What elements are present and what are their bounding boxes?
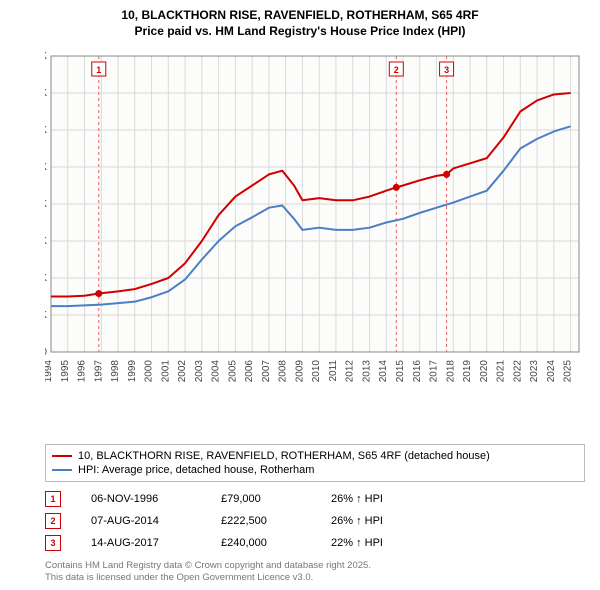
legend-swatch xyxy=(52,455,72,457)
svg-text:2005: 2005 xyxy=(227,360,238,383)
svg-text:2015: 2015 xyxy=(395,360,406,383)
svg-text:£400K: £400K xyxy=(45,51,47,62)
svg-text:£50K: £50K xyxy=(45,310,47,321)
marker-row: 3 14-AUG-2017 £240,000 22% ↑ HPI xyxy=(45,532,585,554)
svg-text:2013: 2013 xyxy=(361,360,372,383)
svg-text:£300K: £300K xyxy=(45,125,47,136)
svg-text:2002: 2002 xyxy=(177,360,188,383)
svg-text:2017: 2017 xyxy=(429,360,440,383)
svg-text:2022: 2022 xyxy=(512,360,523,383)
footer-attribution: Contains HM Land Registry data © Crown c… xyxy=(45,560,371,584)
svg-text:1999: 1999 xyxy=(127,360,138,383)
svg-text:2018: 2018 xyxy=(445,360,456,383)
svg-text:2024: 2024 xyxy=(546,360,557,383)
marker-row: 2 07-AUG-2014 £222,500 26% ↑ HPI xyxy=(45,510,585,532)
legend-item: HPI: Average price, detached house, Roth… xyxy=(52,463,578,477)
svg-text:£200K: £200K xyxy=(45,199,47,210)
svg-text:1996: 1996 xyxy=(77,360,88,383)
marker-badge: 1 xyxy=(45,491,61,507)
svg-text:£350K: £350K xyxy=(45,88,47,99)
svg-text:2000: 2000 xyxy=(144,360,155,383)
chart-svg: £0 £50K £100K £150K £200K £250K £300K £350K £400… xyxy=(45,50,585,400)
marker-price: £222,500 xyxy=(221,515,301,527)
svg-text:2004: 2004 xyxy=(211,360,222,383)
svg-text:2006: 2006 xyxy=(244,360,255,383)
svg-text:2: 2 xyxy=(394,65,399,75)
chart-title: 10, BLACKTHORN RISE, RAVENFIELD, ROTHERH… xyxy=(0,0,600,39)
footer-line-2: This data is licensed under the Open Gov… xyxy=(45,572,371,584)
legend-label: HPI: Average price, detached house, Roth… xyxy=(78,464,314,476)
footer-line-1: Contains HM Land Registry data © Crown c… xyxy=(45,560,371,572)
marker-row: 1 06-NOV-1996 £79,000 26% ↑ HPI xyxy=(45,488,585,510)
svg-text:2010: 2010 xyxy=(311,360,322,383)
marker-badge: 3 xyxy=(45,535,61,551)
svg-text:2016: 2016 xyxy=(412,360,423,383)
marker-price: £240,000 xyxy=(221,537,301,549)
marker-table: 1 06-NOV-1996 £79,000 26% ↑ HPI 2 07-AUG… xyxy=(45,488,585,554)
legend-item: 10, BLACKTHORN RISE, RAVENFIELD, ROTHERH… xyxy=(52,449,578,463)
svg-text:1: 1 xyxy=(96,65,101,75)
svg-text:2008: 2008 xyxy=(278,360,289,383)
svg-text:£0: £0 xyxy=(45,347,47,358)
svg-text:3: 3 xyxy=(444,65,449,75)
svg-text:2007: 2007 xyxy=(261,360,272,383)
svg-text:2009: 2009 xyxy=(294,360,305,383)
marker-hpi: 26% ↑ HPI xyxy=(331,493,421,505)
marker-price: £79,000 xyxy=(221,493,301,505)
svg-text:2021: 2021 xyxy=(496,360,507,383)
svg-text:2025: 2025 xyxy=(563,360,574,383)
svg-text:£250K: £250K xyxy=(45,162,47,173)
svg-text:2014: 2014 xyxy=(378,360,389,383)
legend-swatch xyxy=(52,469,72,471)
marker-date: 07-AUG-2014 xyxy=(91,515,191,527)
marker-badge: 2 xyxy=(45,513,61,529)
legend: 10, BLACKTHORN RISE, RAVENFIELD, ROTHERH… xyxy=(45,444,585,482)
svg-text:2023: 2023 xyxy=(529,360,540,383)
svg-text:2012: 2012 xyxy=(345,360,356,383)
svg-text:2019: 2019 xyxy=(462,360,473,383)
svg-text:1995: 1995 xyxy=(60,360,71,383)
svg-text:2011: 2011 xyxy=(328,360,339,382)
svg-text:1994: 1994 xyxy=(45,360,54,383)
svg-text:2003: 2003 xyxy=(194,360,205,383)
svg-text:1997: 1997 xyxy=(93,360,104,383)
svg-text:2001: 2001 xyxy=(160,360,171,383)
title-line-1: 10, BLACKTHORN RISE, RAVENFIELD, ROTHERH… xyxy=(0,8,600,24)
legend-label: 10, BLACKTHORN RISE, RAVENFIELD, ROTHERH… xyxy=(78,450,490,462)
marker-hpi: 22% ↑ HPI xyxy=(331,537,421,549)
svg-text:2020: 2020 xyxy=(479,360,490,383)
chart-plot: £0 £50K £100K £150K £200K £250K £300K £350K £400… xyxy=(45,50,585,400)
svg-text:£100K: £100K xyxy=(45,273,47,284)
marker-date: 14-AUG-2017 xyxy=(91,537,191,549)
marker-hpi: 26% ↑ HPI xyxy=(331,515,421,527)
title-line-2: Price paid vs. HM Land Registry's House … xyxy=(0,24,600,40)
chart-container: 10, BLACKTHORN RISE, RAVENFIELD, ROTHERH… xyxy=(0,0,600,590)
svg-text:1998: 1998 xyxy=(110,360,121,383)
svg-text:£150K: £150K xyxy=(45,236,47,247)
marker-date: 06-NOV-1996 xyxy=(91,493,191,505)
